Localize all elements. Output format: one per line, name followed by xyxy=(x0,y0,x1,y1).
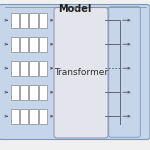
Bar xyxy=(39,109,47,124)
Bar xyxy=(39,85,47,100)
Bar xyxy=(11,109,19,124)
Bar xyxy=(20,109,28,124)
Bar xyxy=(11,85,19,100)
Text: Model: Model xyxy=(58,4,92,14)
Bar xyxy=(11,13,19,28)
Bar xyxy=(29,109,38,124)
Bar xyxy=(39,37,47,52)
Bar xyxy=(39,61,47,76)
Bar xyxy=(20,61,28,76)
FancyBboxPatch shape xyxy=(54,8,108,138)
Bar xyxy=(29,61,38,76)
Text: Transformer: Transformer xyxy=(54,68,108,77)
Bar xyxy=(39,13,47,28)
Bar xyxy=(11,61,19,76)
FancyBboxPatch shape xyxy=(109,7,140,137)
Bar xyxy=(11,37,19,52)
Bar xyxy=(29,13,38,28)
Bar xyxy=(20,13,28,28)
Bar xyxy=(29,37,38,52)
Bar xyxy=(29,85,38,100)
FancyBboxPatch shape xyxy=(0,4,150,140)
Bar xyxy=(20,85,28,100)
Bar xyxy=(20,37,28,52)
